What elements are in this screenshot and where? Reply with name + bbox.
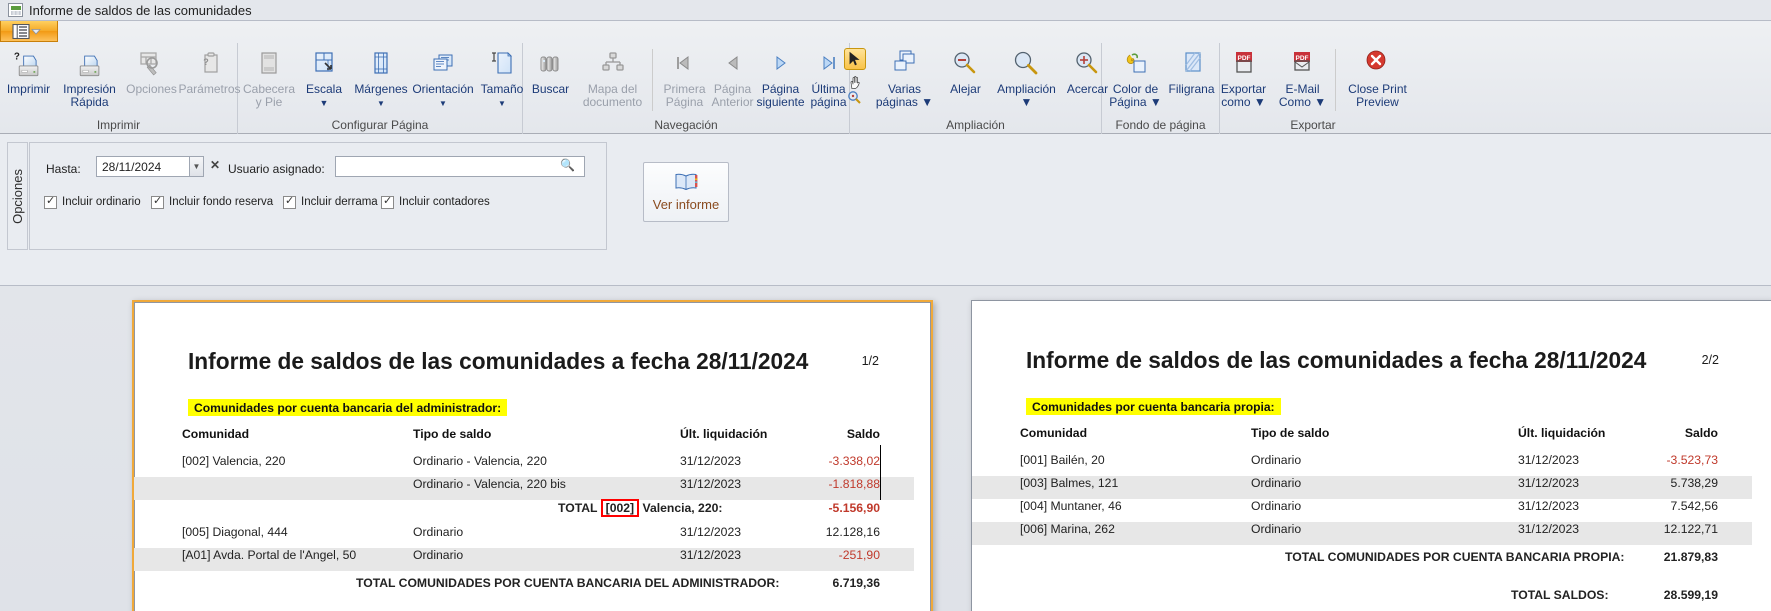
svg-text:?: ? <box>203 57 209 67</box>
svg-text:?: ? <box>13 52 19 63</box>
